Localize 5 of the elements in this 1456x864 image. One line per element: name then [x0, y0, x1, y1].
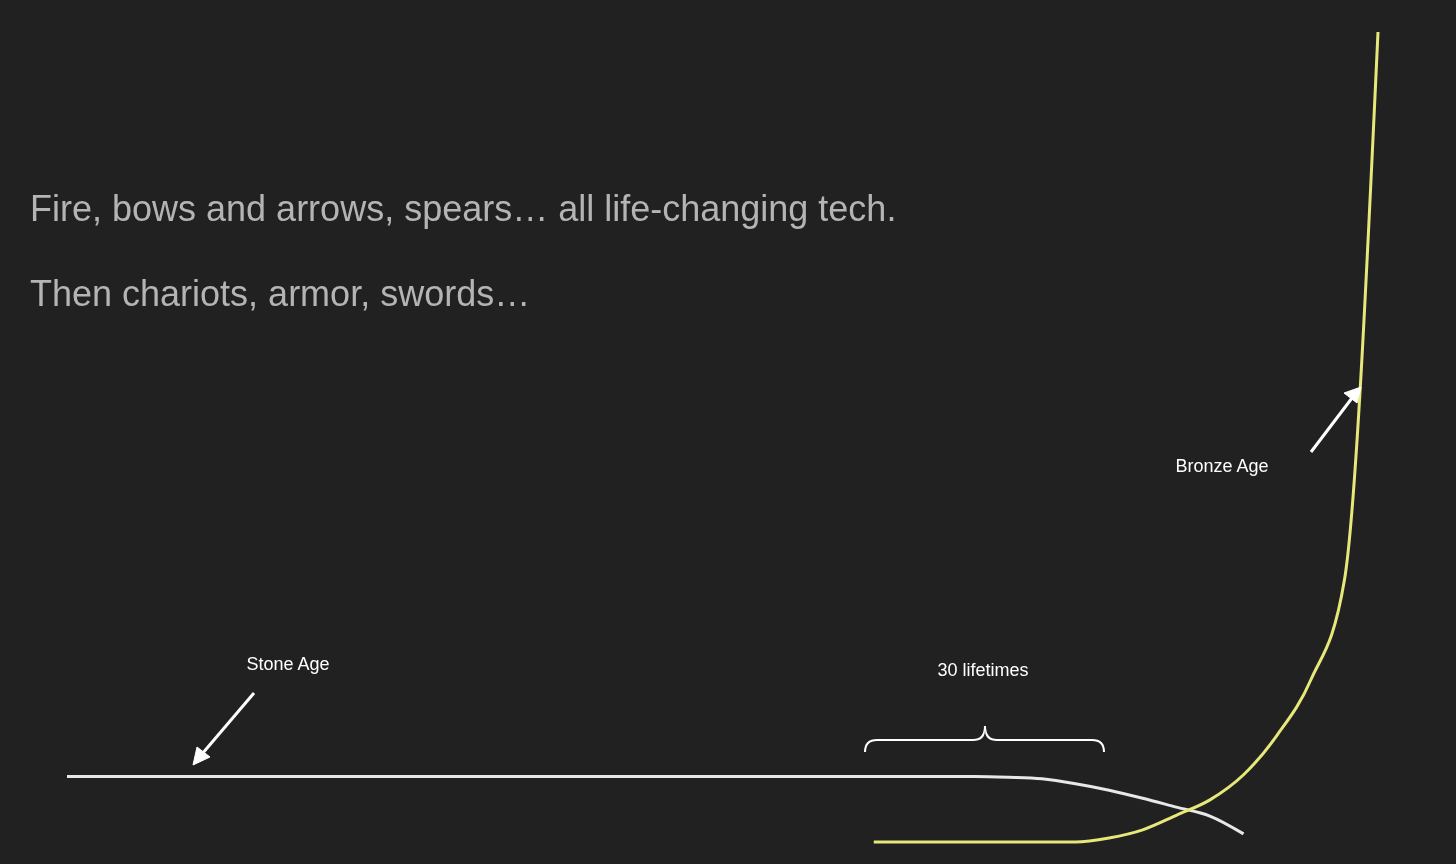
annotation: 30 lifetimes — [937, 660, 1029, 680]
text: Then chariots, armor, swords… — [30, 273, 531, 314]
annotation: Bronze Age — [1175, 456, 1269, 476]
annotation: Stone Age — [246, 654, 330, 674]
text: Fire, bows and arrows, spears… all life-changing tech. — [30, 188, 897, 229]
